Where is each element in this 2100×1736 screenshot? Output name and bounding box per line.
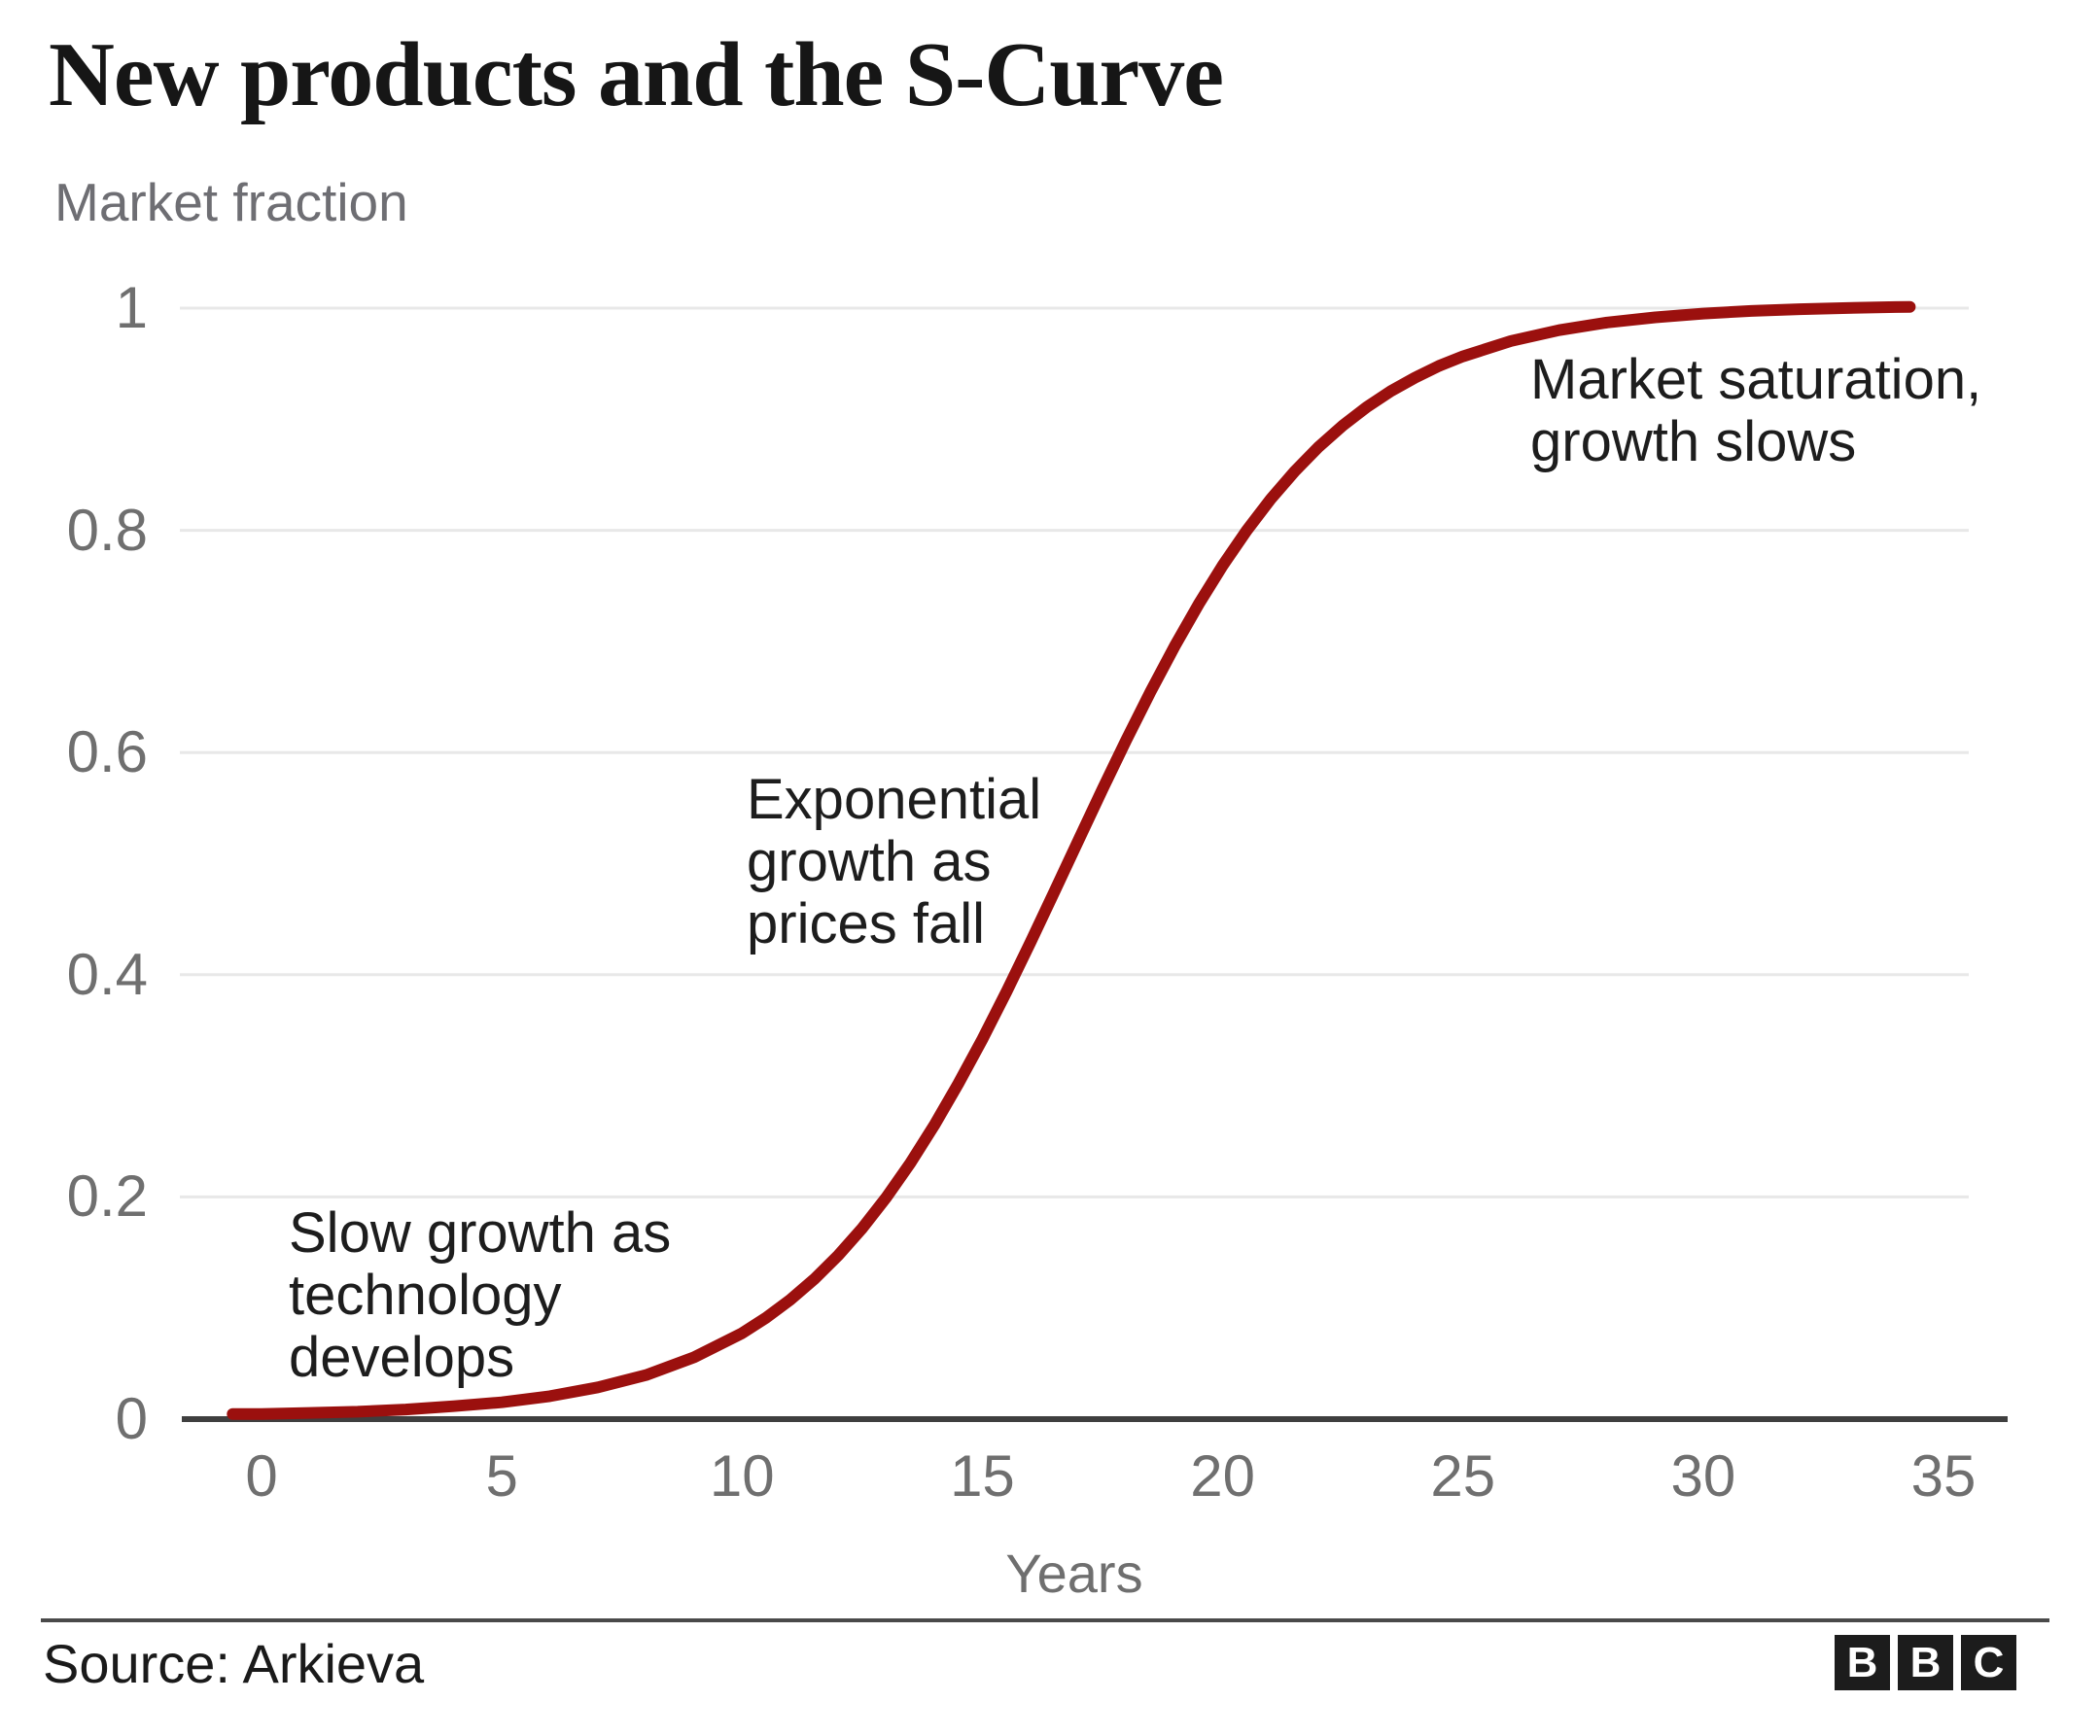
s-curve-line [227, 300, 1916, 1420]
x-axis-title: Years [1005, 1543, 1143, 1604]
page-title: New products and the S-Curve [49, 24, 1224, 125]
annotation-line: Market saturation, [1530, 348, 1982, 411]
annotation-line: prices fall [747, 892, 985, 955]
x-tick-label: 30 [1670, 1443, 1736, 1509]
x-tick-label: 0 [245, 1443, 278, 1509]
annotation-line: Slow growth as [289, 1201, 672, 1265]
annotation-slow-growth: Slow growth as technology develops [289, 1202, 671, 1389]
x-tick-label: 25 [1430, 1443, 1496, 1509]
y-tick-label: 0.2 [66, 1163, 148, 1230]
y-axis-title: Market fraction [54, 172, 408, 232]
bbc-logo-block: C [1961, 1635, 2016, 1690]
annotation-exponential-growth: Exponential growth as prices fall [747, 769, 1041, 955]
x-tick-label: 20 [1190, 1443, 1255, 1509]
x-tick-label: 10 [709, 1443, 775, 1509]
bbc-logo: B B C [1835, 1635, 2016, 1690]
x-tick-label: 5 [485, 1443, 518, 1509]
y-tick-label: 0 [115, 1386, 148, 1451]
x-tick-label: 15 [950, 1443, 1015, 1509]
annotation-line: develops [289, 1326, 515, 1389]
y-tick-label: 0.6 [66, 719, 148, 785]
x-tick-label: 35 [1910, 1443, 1977, 1509]
y-tick-label: 0.8 [66, 497, 148, 563]
annotation-market-saturation: Market saturation, growth slows [1530, 349, 1981, 473]
bbc-logo-block: B [1898, 1635, 1953, 1690]
y-tick-label: 1 [115, 275, 148, 340]
annotation-line: growth slows [1530, 410, 1857, 473]
annotation-line: growth as [747, 830, 992, 893]
y-tick-label: 0.4 [66, 941, 148, 1007]
bbc-logo-block: B [1835, 1635, 1890, 1690]
source-credit: Source: Arkieva [43, 1633, 425, 1694]
footer-divider [41, 1618, 2049, 1622]
annotation-line: Exponential [747, 768, 1042, 831]
annotation-line: technology [289, 1264, 562, 1327]
